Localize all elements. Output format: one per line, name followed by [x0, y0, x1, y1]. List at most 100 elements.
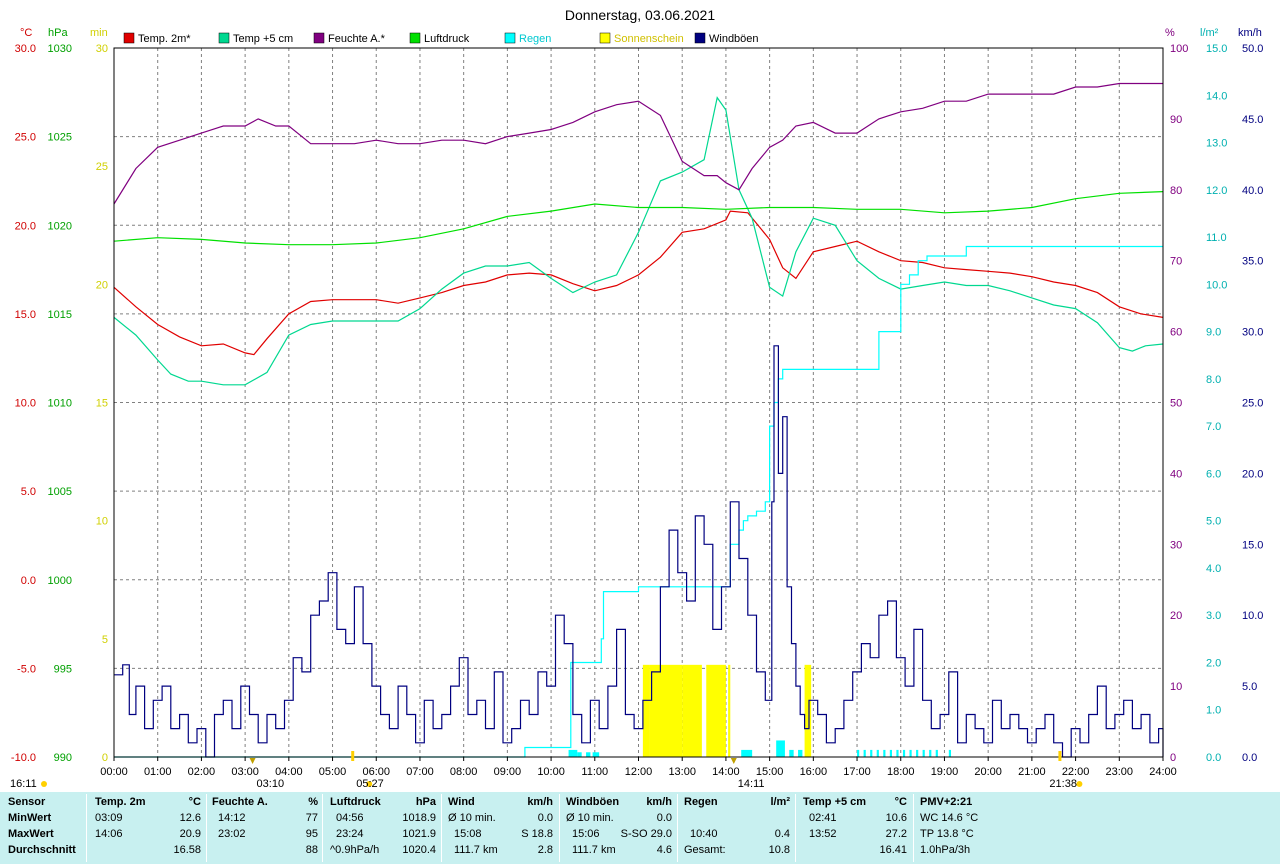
legend-label: Regen: [519, 33, 551, 45]
stats-divider: [441, 794, 442, 862]
stats-wind-unit: km/h: [527, 796, 553, 808]
y-tick-humidity: 50: [1170, 398, 1182, 410]
grid: [114, 48, 1163, 757]
x-tick-label: 03:00: [231, 766, 259, 778]
max-temp-marker: [730, 758, 737, 764]
x-tick-label: 04:00: [275, 766, 303, 778]
stats-regen-max-value: 0.4: [774, 828, 790, 840]
stats-row-label-min: MinWert: [8, 812, 52, 824]
sunshine-bar: [804, 664, 812, 757]
y-tick-wind: 20.0: [1242, 468, 1263, 480]
stats-temp2m-header: Temp. 2m: [95, 796, 146, 808]
rain-bar: [935, 749, 938, 757]
y-tick-rain: 0.0: [1206, 752, 1221, 764]
axis-unit-humidity: %: [1165, 27, 1175, 39]
y-tick-wind: 25.0: [1242, 398, 1263, 410]
axis-unit-headers: °C hPa min% l/m² km/h: [20, 27, 1262, 39]
y-tick-wind: 10.0: [1242, 610, 1263, 622]
y-tick-sunshine: 15: [96, 398, 108, 410]
legend-swatch: [694, 32, 706, 44]
stats-temp5-header: Temp +5 cm: [803, 796, 867, 808]
stats-luftdruck-max-time: 23:24: [336, 828, 364, 840]
sunrise-sun-icon: [366, 781, 373, 787]
legend-label: Feuchte A.*: [328, 33, 386, 45]
y-tick-humidity: 10: [1170, 681, 1182, 693]
y-tick-sunshine: 20: [96, 279, 108, 291]
stats-feuchte-max-time: 23:02: [218, 828, 246, 840]
y-tick-humidity: 20: [1170, 610, 1182, 622]
y-tick-pressure: 990: [54, 752, 72, 764]
stats-windboeen-distance: 111.7 km: [572, 844, 616, 856]
y-tick-wind: 0.0: [1242, 752, 1257, 764]
corner-time: 16:11: [10, 778, 37, 790]
series-line-temp-5-cm: [113, 96, 1164, 386]
x-tick-label: 17:00: [843, 766, 871, 778]
stats-temp5-col: Temp +5 cm °C 02:41 10.6 13:52 27.2 16.4…: [803, 796, 907, 860]
y-tick-rain: 7.0: [1206, 421, 1221, 433]
stats-temp2m-min-time: 03:09: [95, 812, 123, 824]
stats-windboeen-avg-value: 4.6: [656, 844, 672, 856]
stats-temp5-avg-value: 16.41: [879, 844, 907, 856]
y-tick-rain: 11.0: [1206, 232, 1227, 244]
stats-feuchte-unit: %: [308, 796, 318, 808]
y-tick-wind: 40.0: [1242, 185, 1263, 197]
stats-windboeen-max-time: 15:06: [572, 828, 600, 840]
legend-label: Sonnenschein: [614, 33, 684, 45]
corner-sun-icon: [41, 781, 47, 787]
y-tick-temp: 10.0: [15, 398, 36, 410]
stats-luftdruck-trend: ^0.9hPa/h: [330, 844, 380, 856]
rain-bar: [948, 749, 952, 757]
series-line-regen: [114, 245, 1163, 758]
axis-unit-temp: °C: [20, 27, 32, 39]
stats-feuchte-min-time: 14:12: [218, 812, 246, 824]
stats-feuchte-col: Feuchte A. % 14:12 77 23:02 95 88: [212, 796, 318, 860]
x-tick-label: 18:00: [887, 766, 915, 778]
y-tick-rain: 2.0: [1206, 657, 1221, 669]
stats-temp2m-min-value: 12.6: [179, 812, 201, 824]
stats-divider: [677, 794, 678, 862]
y-tick-pressure: 1025: [48, 132, 72, 144]
legend-swatch: [409, 32, 421, 44]
y-tick-wind: 30.0: [1242, 327, 1263, 339]
legend-swatch: [218, 32, 230, 44]
stats-regen-unit: l/m²: [770, 796, 790, 808]
y-tick-rain: 3.0: [1206, 610, 1221, 622]
bar-layer: [568, 664, 952, 757]
y-tick-pressure: 1000: [48, 575, 72, 587]
y-tick-temp: 20.0: [15, 220, 36, 232]
series-line-luftdruck: [113, 191, 1164, 246]
legend-label: Windböen: [709, 33, 759, 45]
min-temp-time-label: 03:10: [257, 778, 285, 790]
line-layer: [113, 82, 1164, 758]
y-tick-pressure: 1015: [48, 309, 72, 321]
stats-feuchte-avg-value: 88: [305, 844, 318, 856]
sunrise-time-label: 05:27: [356, 778, 384, 790]
sunshine-bar: [728, 664, 731, 757]
x-tick-label: 08:00: [450, 766, 478, 778]
axis-unit-wind: km/h: [1238, 27, 1262, 39]
legend-label: Temp +5 cm: [233, 33, 293, 45]
stats-temp2m-max-time: 14:06: [95, 828, 123, 840]
stats-regen-max-time: 10:40: [690, 828, 718, 840]
x-tick-label: 24:00: [1149, 766, 1177, 778]
sunshine-bar: [706, 664, 726, 757]
y-tick-sunshine: 0: [102, 752, 108, 764]
y-tick-rain: 6.0: [1206, 468, 1221, 480]
stats-temp2m-avg-value: 16.58: [173, 844, 201, 856]
stats-divider: [559, 794, 560, 862]
stats-wind-max-time: 15:08: [454, 828, 482, 840]
y-tick-temp: 30.0: [15, 43, 36, 55]
y-tick-temp: -5.0: [17, 663, 36, 675]
stats-luftdruck-col: Luftdruck hPa 04:56 1018.9 23:24 1021.9 …: [330, 796, 436, 860]
stats-row-label-max: MaxWert: [8, 828, 54, 840]
y-tick-temp: -10.0: [11, 752, 36, 764]
legend-swatch: [504, 32, 516, 44]
x-tick-label: 05:00: [319, 766, 347, 778]
stats-panel: Sensor MinWert MaxWert Durchschnitt Temp…: [0, 792, 1280, 864]
rain-bar: [922, 749, 925, 757]
stats-regen-col: Regen l/m² 10:40 0.4 Gesamt: 10.8: [684, 796, 790, 860]
x-tick-label: 22:00: [1062, 766, 1090, 778]
legend-swatch: [599, 32, 611, 44]
stats-luftdruck-max-value: 1021.9: [402, 828, 436, 840]
y-tick-humidity: 80: [1170, 185, 1182, 197]
